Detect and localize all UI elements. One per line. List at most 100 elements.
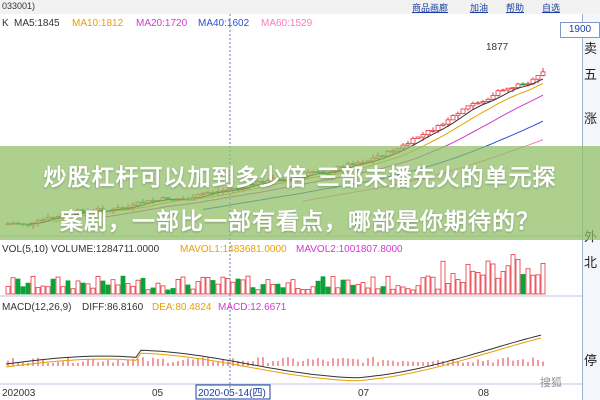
volume-bar [475,272,481,295]
volume-bar [45,286,51,295]
headline-banner [0,146,600,240]
candle-body [420,134,426,138]
macd-dea-line [5,337,542,382]
candle-body [455,113,461,116]
volume-bar [65,280,71,295]
volume-bar [60,286,66,295]
volume-bar [360,282,366,295]
candle-body [430,130,436,132]
stock-code: 033001) [2,1,36,11]
volume-bar [40,285,46,295]
volume-bar [205,277,211,295]
volume-bar [535,274,541,295]
volume-bar [270,284,276,295]
candle-body [440,123,446,126]
x-label-07: 07 [358,388,370,399]
side-tab-sell[interactable]: 卖 [584,42,598,57]
volume-bar [300,289,306,295]
macd-lines [5,334,544,382]
vol-legend: VOL(5,10) VOLUME:1284711.0000 [2,244,160,255]
volume-bar [110,279,116,295]
volume-bar [35,286,41,295]
volume-bar [440,260,446,295]
macd-dea: DEA:80.4824 [152,302,212,313]
volume-bar [150,287,156,295]
volume-bar [295,288,301,295]
volume-bar [310,286,316,295]
volume-bar [375,288,381,295]
volume-bar [255,289,261,295]
volume-bar [50,278,56,295]
candle-body [470,103,476,107]
candle-body [490,95,496,100]
volume-bars [5,254,546,295]
legend-ma5: MA5:1845 [14,18,60,29]
menu-gallery[interactable]: 商品画廊 [412,3,449,13]
volume-bar [430,276,436,295]
volume-bar [180,276,186,295]
volume-bar [465,263,471,295]
volume-bar [480,274,486,295]
volume-bar [225,277,231,295]
volume-bar [85,283,91,295]
menu-help[interactable]: 帮助 [506,3,525,13]
volume-bar [170,288,176,295]
side-tab-stop[interactable]: 停 [584,354,598,369]
candle-body [505,87,511,91]
volume-bar [315,280,321,295]
volume-bar [115,284,121,295]
volume-bar [460,282,466,295]
volume-bar [505,265,511,295]
volume-bar [145,289,151,295]
volume-bar [95,276,101,295]
volume-bar [525,268,531,295]
candle-body [405,143,411,146]
mavol2-legend: MAVOL2:1001807.8000 [296,244,403,255]
volume-bar [305,289,311,295]
volume-bar [5,286,11,295]
volume-bar [120,275,126,295]
volume-bar [420,277,426,295]
volume-bar [130,285,136,295]
volume-bar [410,289,416,295]
volume-bar [100,280,106,295]
side-tab-five[interactable]: 五 [584,68,598,83]
volume-bar [390,288,396,295]
volume-bar [155,282,161,295]
side-tab-rise[interactable]: 涨 [584,112,598,127]
volume-bar [105,284,111,295]
volume-bar [345,279,351,295]
volume-bar [75,280,81,295]
side-tab-north[interactable]: 北 [584,256,598,271]
peak-label: 1877 [486,42,509,53]
volume-bar [175,279,181,295]
crosshair-date-box [195,384,271,400]
volume-bar [495,277,501,295]
menu-watchlist[interactable]: 自选 [542,3,561,13]
x-label-crosshair: 2020-05-14(四) [198,388,266,399]
candle-body [520,83,526,86]
macd-diff-line [5,334,542,379]
volume-bar [215,283,221,295]
candle-body [425,130,431,135]
candle-body [475,102,481,105]
volume-bar [285,282,291,295]
volume-bar [20,286,26,295]
legend-prefix: K [2,18,9,29]
volume-bar [355,284,361,295]
volume-bar [220,276,226,295]
volume-bar [125,283,131,295]
volume-bar [485,260,491,295]
candle-body [525,83,531,86]
legend-ma10: MA10:1812 [72,18,124,29]
menu-refuel[interactable]: 加油 [470,3,489,13]
volume-bar [450,273,456,295]
top-bar: 033001) 商品画廊 加油 帮助 自选 [0,0,600,15]
legend-ma40: MA40:1602 [198,18,250,29]
headline-line1: 炒股杠杆可以加到多少倍 三部未播先火的单元探 [43,165,557,191]
volume-bar [195,281,201,295]
candle-body [415,136,421,139]
volume-bar [265,279,271,295]
volume-bar [275,283,281,295]
volume-bar [135,279,141,295]
